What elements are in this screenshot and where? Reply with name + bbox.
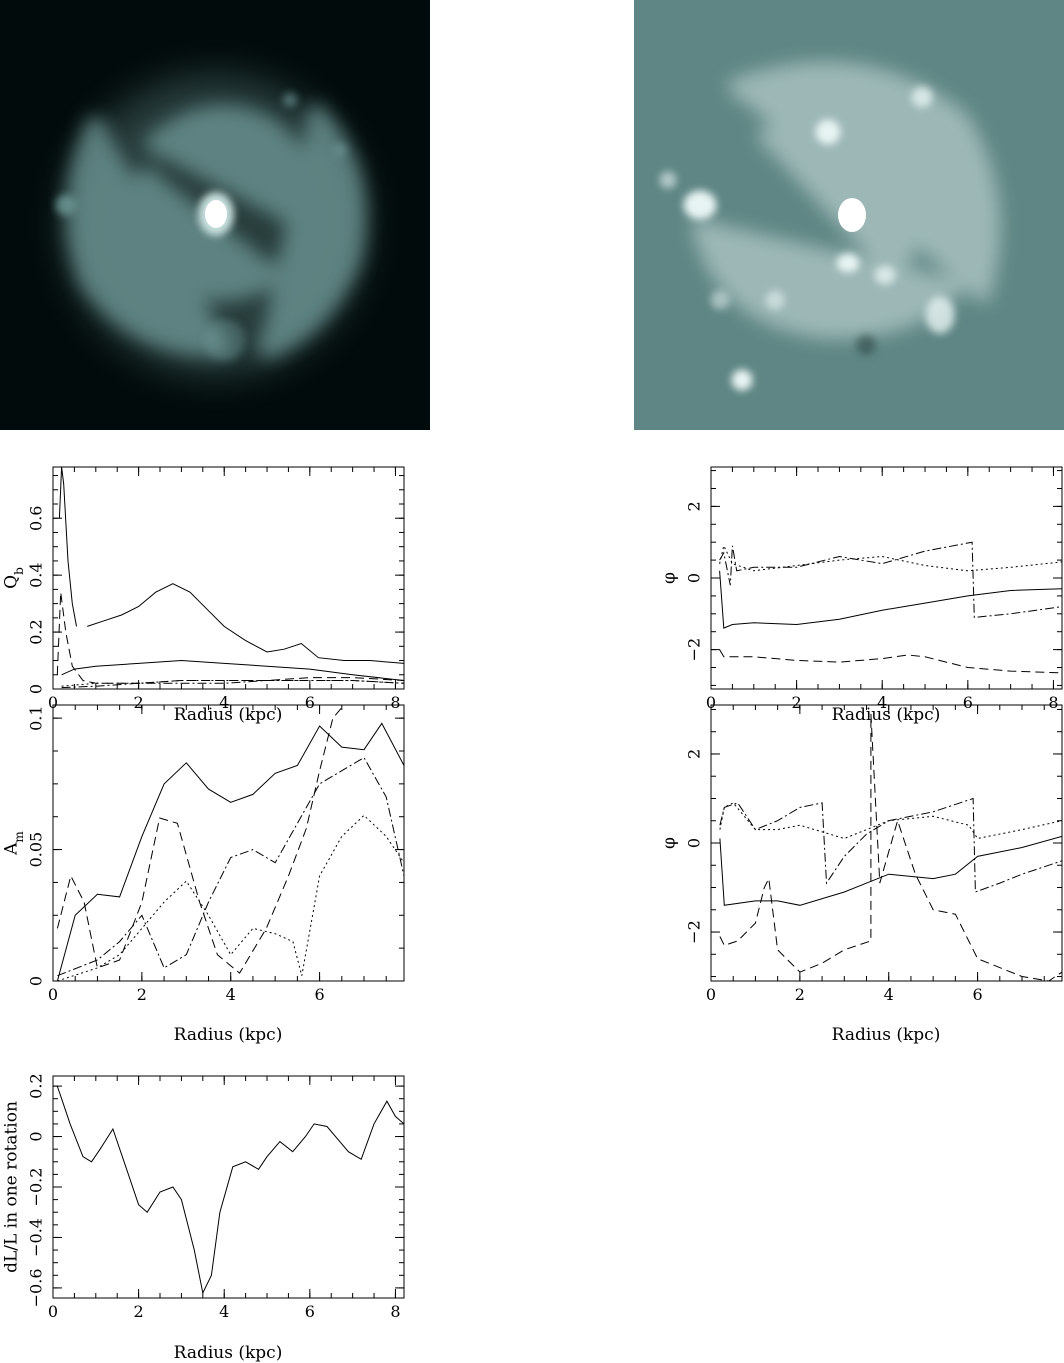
y-tick-label: 2 [685,749,704,759]
x-tick-label: 4 [219,1302,229,1321]
chart-1: 0 2 4 6 8 0 0.2 0.4 0.6 Radius (kpc) Qb [2,466,405,725]
series-line-1-solid [58,467,77,627]
series-line-2-dashed [719,649,1062,674]
y-tick-label: 0 [685,838,704,848]
x-tick-label: 2 [134,693,144,712]
chart-4: 0 2 4 6 −2 0 2 Radius (kpc) φ [660,704,1063,1045]
series-line-4-dashdot [719,797,1062,893]
x-tick-label: 2 [137,985,147,1004]
y-axis-label: φ [660,837,680,849]
galaxy-image-right [634,0,1064,430]
x-tick-label: 4 [219,693,229,712]
series-line-3-dotted [57,814,404,981]
series-line-1-solid [719,835,1062,906]
x-tick-label: 4 [884,985,894,1004]
y-axis-label: φ [660,572,680,584]
x-tick-label: 6 [963,693,973,712]
chart-2: 0 2 4 6 8 −2 0 2 Radius (kpc) φ [660,466,1063,725]
chart-5: 0 2 4 6 8 −0.6 −0.4 −0.2 0 0.2 Radius (kpc) dL/L in… [2,1073,405,1363]
series-line-1-solid [56,1085,404,1295]
x-tick-label: 0 [706,985,716,1004]
x-tick-label: 4 [226,985,236,1004]
series-line-4-solid [61,659,404,681]
y-tick-label: 0.2 [27,1073,46,1098]
y-tick-label: 0.4 [27,562,46,587]
x-tick-label: 8 [390,693,400,712]
y-tick-label: 0 [27,684,46,694]
x-tick-label: 0 [48,1302,58,1321]
series-line-4-dashdot [719,541,1062,618]
series-line-2-dashed [719,713,1062,981]
y-tick-label: 0.6 [27,506,46,531]
x-tick-label: 0 [706,693,716,712]
x-tick-label: 0 [48,985,58,1004]
chart-3: 0 2 4 6 0 0.05 0.1 Radius (kpc) Am [2,704,405,1045]
series-line-3-dotted [719,544,1062,572]
x-tick-label: 8 [1048,693,1058,712]
x-tick-label: 8 [390,1302,400,1321]
y-tick-label: 0.2 [27,619,46,644]
x-tick-label: 0 [48,693,58,712]
plot-frame [710,704,1063,982]
y-tick-label: 0 [27,976,46,986]
series-line-6-dashdot [61,680,404,689]
series-line-1-solid [719,570,1062,629]
series-line-4-dashdot [57,756,404,977]
y-tick-label: 0.05 [27,832,46,868]
plot-frame [52,704,405,982]
y-axis-label: Am [2,831,26,856]
x-tick-label: 2 [134,1302,144,1321]
plot-frame [52,466,405,690]
y-axis-label: dL/L in one rotation [2,1101,22,1273]
y-tick-label: −2 [685,638,704,662]
y-tick-label: −2 [685,920,704,944]
y-tick-label: 0 [27,1131,46,1141]
x-axis-label: Radius (kpc) [174,705,283,725]
y-tick-label: −0.6 [27,1268,46,1307]
x-axis-label: Radius (kpc) [174,1343,283,1363]
series-line-2-solid [87,583,404,664]
x-axis-label: Radius (kpc) [174,1025,283,1045]
x-tick-label: 6 [305,693,315,712]
plot-frame [710,466,1063,690]
galaxy-image-left [0,0,430,430]
x-tick-label: 2 [795,985,805,1004]
x-tick-label: 2 [792,693,802,712]
x-tick-label: 4 [877,693,887,712]
y-tick-label: −0.4 [27,1218,46,1257]
series-line-2-dashed [56,705,345,974]
x-tick-label: 6 [305,1302,315,1321]
y-axis-label: Qb [2,567,26,589]
y-tick-label: 0 [685,573,704,583]
x-tick-label: 6 [972,985,982,1004]
series-line-1-solid [56,722,404,981]
series-line-3-dashed [56,592,404,684]
y-tick-label: 0.1 [27,705,46,730]
x-tick-label: 6 [314,985,324,1004]
x-axis-label: Radius (kpc) [832,705,941,725]
x-axis-label: Radius (kpc) [832,1025,941,1045]
y-tick-label: 2 [685,501,704,511]
y-tick-label: −0.2 [27,1168,46,1207]
plot-frame [52,1075,405,1299]
